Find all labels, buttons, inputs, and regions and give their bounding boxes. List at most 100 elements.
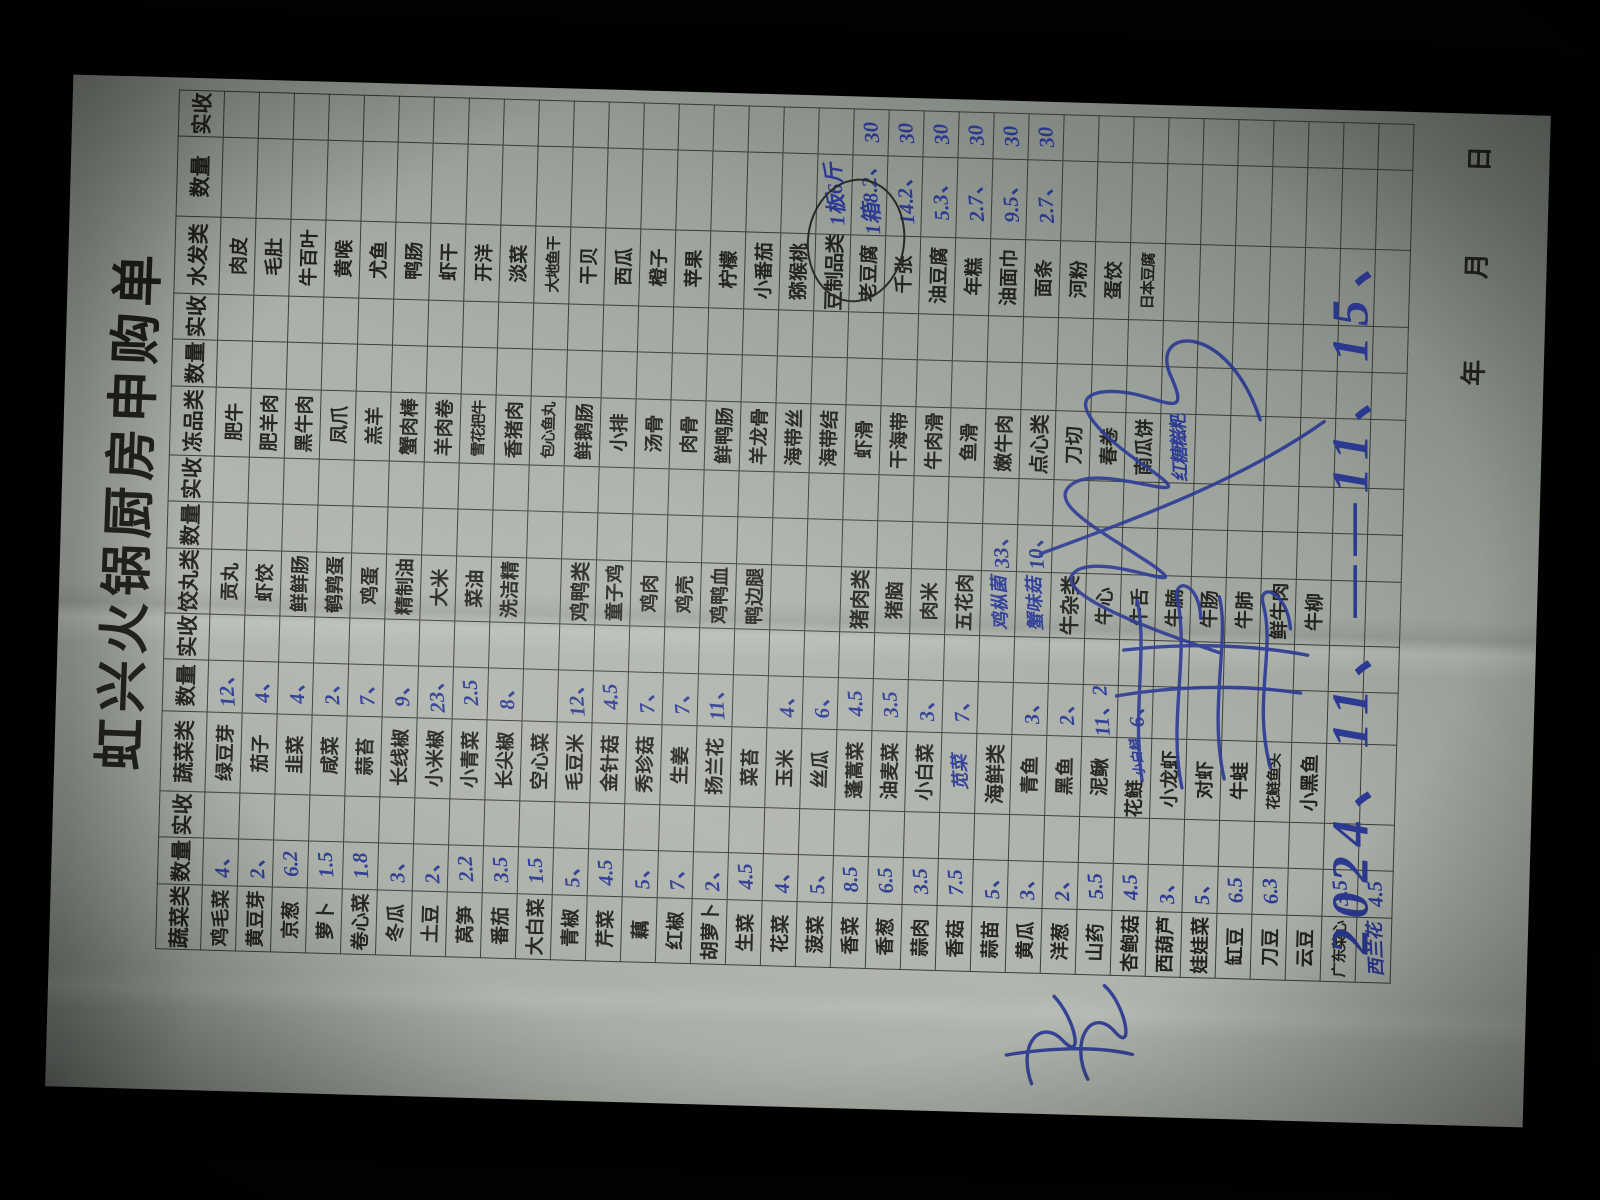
item-qty-cell: 5、 (1181, 865, 1219, 914)
item-shou-cell (628, 625, 665, 673)
item-qty-cell: 2、 (237, 838, 274, 887)
item-shou-cell (812, 310, 849, 358)
item-name-cell: 鱼滑 (949, 407, 986, 478)
item-shou-cell (817, 107, 855, 155)
item-qty-cell: 2、 (1042, 861, 1079, 910)
item-shou-cell (938, 812, 975, 860)
item-shou-cell (798, 808, 835, 856)
item-shou-cell (672, 306, 709, 354)
item-qty-cell (985, 361, 1023, 410)
item-shou-cell (1202, 118, 1240, 166)
item-name-cell: 刀切 (1054, 410, 1091, 481)
item-qty-cell: 7、 (657, 850, 694, 899)
item-shou-cell (978, 635, 1015, 683)
item-shou-cell (912, 475, 950, 523)
item-name-cell: 香菇 (935, 905, 973, 972)
item-qty-cell: 6.5 (867, 856, 904, 905)
item-shou-cell (1017, 478, 1054, 526)
item-name-cell: 山药 (1075, 909, 1112, 976)
item-shou-cell (982, 477, 1020, 525)
item-shou-cell (667, 468, 705, 516)
item-qty-cell (915, 359, 953, 408)
item-qty-cell (1095, 161, 1133, 243)
item-name-cell: 小排 (599, 397, 637, 468)
item-shou-cell (392, 298, 429, 346)
item-name-cell (1233, 245, 1271, 324)
item-name-cell: 鸡鸭血 (699, 562, 737, 629)
item-shou-cell (1262, 485, 1299, 533)
item-shou-cell (1192, 483, 1229, 531)
item-shou-cell (702, 469, 740, 517)
item-qty-cell (426, 345, 463, 394)
handwritten-note: 小白鲢 (1126, 737, 1148, 779)
item-qty-cell (356, 343, 393, 392)
item-name-cell: 秀珍菇 (624, 723, 662, 805)
item-qty-cell: 7、 (661, 672, 699, 726)
item-qty-cell: 4.5 (1111, 863, 1149, 912)
item-name-cell: 鸭边腿 (734, 563, 772, 630)
item-shou-cell (492, 463, 530, 511)
item-qty-cell (391, 344, 428, 393)
item-shou-cell (1113, 817, 1150, 865)
item-name-cell: 蓬蒿菜 (834, 729, 872, 811)
item-qty-cell (221, 137, 259, 218)
item-qty-cell: 1箱8.2、 (850, 154, 888, 236)
item-qty-cell (911, 521, 948, 570)
item-shou-cell (713, 104, 750, 152)
item-shou-cell (287, 295, 324, 343)
item-name-cell: 小白菜 (904, 731, 942, 813)
item-qty-cell: 1板6斤 (815, 153, 853, 235)
item-qty-cell (1165, 163, 1203, 245)
item-shou-cell (698, 627, 735, 675)
item-name-cell: 油豆腐 (918, 236, 956, 315)
item-shou-cell (1162, 320, 1199, 368)
item-qty-cell: 4.5 (592, 670, 629, 724)
item-shou-cell (1342, 122, 1380, 170)
item-name-cell: 苹果 (673, 229, 711, 308)
item-qty-cell (531, 348, 568, 397)
item-qty-cell (771, 517, 808, 566)
item-name-cell: 南瓜饼 (1123, 412, 1161, 483)
item-name-cell: 菜苔 (729, 726, 767, 808)
item-name-cell: 青椒 (550, 894, 588, 961)
item-name-cell: 面条 (1023, 239, 1061, 318)
section-header-cell: 猪肉类 (839, 566, 877, 633)
item-shou-cell (1092, 318, 1129, 366)
item-shou-cell (1272, 120, 1310, 168)
item-name-cell: 黄豆芽 (235, 885, 273, 952)
item-shou-cell (1167, 117, 1205, 165)
item-shou-cell (833, 809, 870, 857)
item-qty-cell: 33、 (981, 523, 1018, 572)
category-header: 饺丸类 (164, 547, 212, 614)
item-name-cell (1268, 246, 1306, 325)
item-name-cell: 香猪肉 (494, 394, 532, 465)
item-qty-cell (491, 509, 528, 558)
item-qty-cell: 23、 (417, 665, 454, 719)
item-shou-cell (803, 630, 840, 678)
item-qty-cell (841, 519, 878, 568)
item-shou-cell (807, 472, 845, 520)
item-shou-cell (1377, 123, 1415, 171)
item-name-cell: 洗洁精 (489, 556, 527, 623)
item-name-cell: 胡萝卜 (690, 898, 728, 965)
item-name-cell: 小番茄 (743, 231, 781, 310)
item-qty-cell: 3.5 (902, 857, 939, 906)
item-qty-cell: 1.8 (342, 841, 379, 890)
page-title: 虹兴火锅厨房申购单 (92, 247, 170, 772)
item-shou-cell (1048, 637, 1085, 685)
item-name-cell: 长线椒 (379, 716, 418, 798)
item-shou-cell (1148, 818, 1185, 866)
item-shou-cell (973, 813, 1010, 861)
item-shou-cell (783, 106, 820, 154)
item-shou-cell (258, 92, 295, 140)
item-shou-cell: 30 (957, 111, 995, 159)
item-name-cell: 丝瓜 (799, 728, 837, 810)
item-shou-cell (558, 623, 595, 671)
item-name-cell: 蒜苔 (344, 715, 383, 797)
item-shou-cell (748, 105, 785, 153)
shou-header: 实收 (158, 790, 205, 838)
item-name-cell: 老豆腐 (848, 234, 886, 313)
item-shou-cell (742, 308, 779, 356)
item-shou-cell (1087, 480, 1124, 528)
item-shou-cell (733, 628, 770, 676)
